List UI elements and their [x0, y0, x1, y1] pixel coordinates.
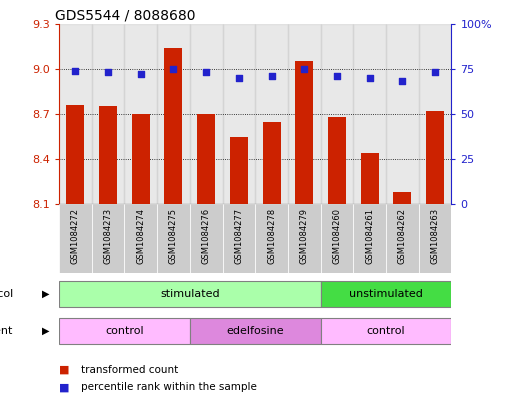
Point [333, 73, 341, 79]
Bar [132, 114, 150, 204]
Bar [190, 318, 321, 344]
Bar [288, 204, 321, 273]
Text: GSM1084275: GSM1084275 [169, 208, 178, 264]
Point [136, 71, 145, 77]
Bar [59, 318, 190, 344]
Text: ■: ■ [59, 365, 69, 375]
Point [267, 73, 275, 79]
Point [169, 66, 177, 72]
Bar [386, 24, 419, 204]
Bar [353, 24, 386, 204]
Bar [223, 24, 255, 204]
Bar [190, 24, 223, 204]
Text: ■: ■ [59, 382, 69, 392]
Point [366, 75, 374, 81]
Text: agent: agent [0, 326, 13, 336]
Text: GSM1084263: GSM1084263 [430, 208, 440, 264]
Text: GSM1084262: GSM1084262 [398, 208, 407, 264]
Bar [288, 24, 321, 204]
Bar [157, 24, 190, 204]
Text: edelfosine: edelfosine [226, 326, 284, 336]
Point [71, 68, 80, 74]
Text: protocol: protocol [0, 289, 13, 299]
Bar [59, 281, 321, 307]
Point [104, 69, 112, 75]
Bar [295, 61, 313, 204]
Bar [263, 121, 281, 204]
Bar [99, 107, 117, 204]
Text: GSM1084261: GSM1084261 [365, 208, 374, 264]
Text: GSM1084274: GSM1084274 [136, 208, 145, 264]
Text: stimulated: stimulated [160, 289, 220, 299]
Text: GDS5544 / 8088680: GDS5544 / 8088680 [55, 8, 195, 22]
Bar [124, 204, 157, 273]
Point [235, 75, 243, 81]
Bar [321, 24, 353, 204]
Bar [59, 24, 92, 204]
Bar [361, 153, 379, 204]
Bar [59, 204, 92, 273]
Bar [426, 111, 444, 204]
Bar [419, 24, 451, 204]
Point [398, 78, 406, 84]
Point [300, 66, 308, 72]
Bar [190, 204, 223, 273]
Bar [66, 105, 84, 204]
Bar [157, 204, 190, 273]
Text: transformed count: transformed count [81, 365, 178, 375]
Text: control: control [105, 326, 144, 336]
Bar [321, 281, 451, 307]
Text: GSM1084278: GSM1084278 [267, 208, 276, 264]
Point [431, 69, 439, 75]
Text: control: control [367, 326, 405, 336]
Text: percentile rank within the sample: percentile rank within the sample [81, 382, 256, 392]
Text: GSM1084272: GSM1084272 [71, 208, 80, 264]
Text: ▶: ▶ [43, 289, 50, 299]
Bar [321, 204, 353, 273]
Text: GSM1084273: GSM1084273 [104, 208, 112, 264]
Bar [197, 114, 215, 204]
Text: ▶: ▶ [43, 326, 50, 336]
Bar [328, 117, 346, 204]
Bar [165, 48, 183, 204]
Bar [255, 24, 288, 204]
Text: GSM1084276: GSM1084276 [202, 208, 211, 264]
Bar [92, 204, 125, 273]
Bar [419, 204, 451, 273]
Bar [223, 204, 255, 273]
Bar [92, 24, 124, 204]
Text: GSM1084260: GSM1084260 [332, 208, 342, 264]
Text: GSM1084277: GSM1084277 [234, 208, 243, 264]
Bar [230, 137, 248, 204]
Text: unstimulated: unstimulated [349, 289, 423, 299]
Text: GSM1084279: GSM1084279 [300, 208, 309, 264]
Bar [321, 318, 451, 344]
Bar [393, 192, 411, 204]
Bar [386, 204, 419, 273]
Bar [255, 204, 288, 273]
Point [202, 69, 210, 75]
Bar [124, 24, 157, 204]
Bar [353, 204, 386, 273]
